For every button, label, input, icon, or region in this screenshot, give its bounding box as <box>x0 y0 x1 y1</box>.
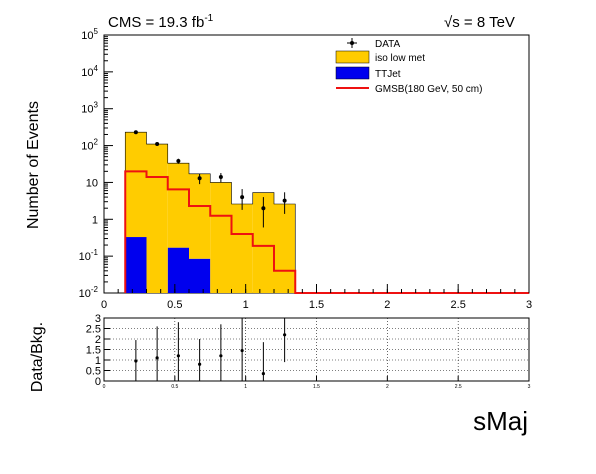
energy-label: √s = 8 TeV <box>444 14 515 31</box>
ratio-point <box>155 356 159 360</box>
ratio-y-tick-label: 0.5 <box>86 366 101 378</box>
y-tick-label: 104 <box>81 64 98 79</box>
stack-bar-iso-low-met <box>167 163 189 248</box>
ratio-y-axis-label: Data/Bkg. <box>29 322 46 392</box>
data-point <box>155 142 160 147</box>
legend-item-ttjet: TTJet <box>335 66 401 80</box>
main-axes: 0 0.5 1 1.5 2 2.5 3 10-2 10-1 1 10 102 103 104 105 <box>79 27 532 311</box>
stack-bar-iso-low-met <box>210 182 232 293</box>
luminosity-label: CMS = 19.3 fb-1 <box>108 13 214 31</box>
legend-label-gmsb: GMSB(180 GeV, 50 cm) <box>375 84 482 95</box>
ratio-point <box>219 354 223 358</box>
stack-outline <box>124 131 296 293</box>
ratio-points <box>134 318 287 381</box>
stacked-histogram <box>124 131 296 293</box>
ratio-point <box>283 333 287 337</box>
x-axis-label: sMaj <box>473 406 528 436</box>
data-point <box>261 206 266 211</box>
stack-bar-ttjet <box>125 237 147 293</box>
ratio-plot: 0 0.5 1 1.5 2 2.5 300.511.522.53 Data/Bkg. <box>29 313 531 392</box>
data-point <box>133 130 138 135</box>
stack-bar-iso-low-met <box>189 173 211 259</box>
legend-item-iso-low-met: iso low met <box>335 50 425 64</box>
ratio-point <box>240 348 244 353</box>
ratio-point <box>261 372 265 376</box>
data-point <box>176 159 181 164</box>
y-tick-label: 1 <box>92 214 98 226</box>
y-tick-label: 10-1 <box>79 248 99 263</box>
x-tick-label: 0.5 <box>167 299 182 311</box>
ratio-y-tick-label: 2 <box>95 334 101 346</box>
legend-item-gmsb: GMSB(180 GeV, 50 cm) <box>336 84 482 95</box>
signal-step-line <box>124 170 529 294</box>
x-tick-label: 1.5 <box>309 299 324 311</box>
ratio-y-tick-label: 3 <box>95 313 101 325</box>
ratio-y-tick-label: 1.5 <box>86 345 101 357</box>
stack-bar-iso-low-met <box>274 203 296 293</box>
ratio-y-tick-label: 1 <box>95 355 101 367</box>
data-point <box>197 176 202 181</box>
x-tick-label: 3 <box>526 299 532 311</box>
ratio-x-tick-label: 0 <box>103 384 106 390</box>
y-tick-label: 10 <box>86 177 98 189</box>
ratio-axes: 0 0.5 1 1.5 2 2.5 300.511.522.53 <box>86 313 531 390</box>
ratio-y-tick-label: 2.5 <box>86 324 101 336</box>
x-tick-label: 1 <box>243 299 249 311</box>
legend-label-data: DATA <box>375 39 401 50</box>
stack-bar-iso-low-met <box>146 144 168 293</box>
x-tick-label: 2 <box>384 299 390 311</box>
x-tick-label: 2.5 <box>451 299 466 311</box>
data-point <box>240 195 245 200</box>
ratio-point <box>198 362 202 366</box>
legend-label-iso-low-met: iso low met <box>375 53 425 64</box>
ratio-y-tick-label: 0 <box>95 376 101 388</box>
data-points <box>133 130 287 228</box>
ratio-point <box>176 354 180 358</box>
y-tick-label: 105 <box>81 27 98 42</box>
legend-item-data: DATA <box>347 38 401 50</box>
ratio-x-tick-label: 2.5 <box>455 384 462 390</box>
legend: DATA iso low met TTJet GMSB(180 GeV, 50 … <box>335 38 482 95</box>
main-y-axis-label: Number of Events <box>25 101 42 229</box>
y-tick-label: 103 <box>81 101 98 116</box>
legend-label-ttjet: TTJet <box>375 69 401 80</box>
y-tick-label: 102 <box>81 138 98 153</box>
data-point <box>282 198 287 203</box>
ratio-x-tick-label: 0.5 <box>171 384 178 390</box>
ratio-x-tick-label: 3 <box>528 384 531 390</box>
data-point <box>218 175 223 180</box>
x-tick-label: 0 <box>101 299 107 311</box>
stack-bar-iso-low-met <box>252 192 274 293</box>
main-plot: 0 0.5 1 1.5 2 2.5 3 10-2 10-1 1 10 102 103 104 105 Num… <box>25 27 532 311</box>
stack-bar-ttjet <box>189 258 211 293</box>
luminosity-exponent: -1 <box>204 13 213 24</box>
stack-bar-iso-low-met <box>125 132 147 238</box>
ratio-point <box>134 359 138 363</box>
stack-bar-iso-low-met <box>231 203 253 293</box>
signal-line <box>124 170 529 294</box>
ratio-x-tick-label: 1 <box>244 384 247 390</box>
ratio-x-tick-label: 2 <box>386 384 389 390</box>
ratio-x-tick-label: 1.5 <box>313 384 320 390</box>
stack-bar-ttjet <box>167 247 189 293</box>
y-tick-label: 10-2 <box>79 285 99 300</box>
